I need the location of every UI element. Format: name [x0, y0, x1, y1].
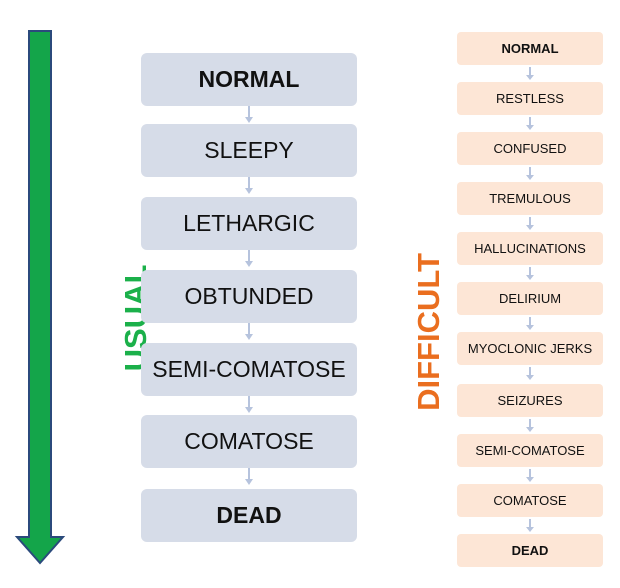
- usual-step-sleepy: SLEEPY: [141, 124, 357, 177]
- difficult-step-myoclonic-jerks: MYOCLONIC JERKS: [457, 332, 603, 365]
- difficult-step-seizures: SEIZURES: [457, 384, 603, 417]
- usual-step-lethargic: LETHARGIC: [141, 197, 357, 250]
- progression-arrow-icon: [14, 30, 66, 565]
- connector-arrow-icon: [526, 419, 534, 432]
- difficult-step-hallucinations: HALLUCINATIONS: [457, 232, 603, 265]
- difficult-label: DIFFICULT: [411, 253, 446, 411]
- difficult-step-dead: DEAD: [457, 534, 603, 567]
- connector-arrow-icon: [245, 396, 253, 413]
- connector-arrow-icon: [526, 469, 534, 482]
- connector-arrow-icon: [245, 250, 253, 267]
- difficult-step-comatose: COMATOSE: [457, 484, 603, 517]
- usual-step-comatose: COMATOSE: [141, 415, 357, 468]
- connector-arrow-icon: [526, 367, 534, 380]
- connector-arrow-icon: [526, 519, 534, 532]
- difficult-step-normal: NORMAL: [457, 32, 603, 65]
- connector-arrow-icon: [245, 177, 253, 194]
- connector-arrow-icon: [245, 323, 253, 340]
- difficult-step-restless: RESTLESS: [457, 82, 603, 115]
- connector-arrow-icon: [526, 317, 534, 330]
- difficult-step-confused: CONFUSED: [457, 132, 603, 165]
- connector-arrow-icon: [526, 267, 534, 280]
- connector-arrow-icon: [526, 167, 534, 180]
- difficult-step-delirium: DELIRIUM: [457, 282, 603, 315]
- usual-step-normal: NORMAL: [141, 53, 357, 106]
- connector-arrow-icon: [526, 217, 534, 230]
- connector-arrow-icon: [526, 67, 534, 80]
- difficult-step-semi-comatose: SEMI-COMATOSE: [457, 434, 603, 467]
- connector-arrow-icon: [245, 468, 253, 485]
- usual-step-semi-comatose: SEMI-COMATOSE: [141, 343, 357, 396]
- usual-step-dead: DEAD: [141, 489, 357, 542]
- difficult-step-tremulous: TREMULOUS: [457, 182, 603, 215]
- connector-arrow-icon: [526, 117, 534, 130]
- connector-arrow-icon: [245, 106, 253, 123]
- usual-step-obtunded: OBTUNDED: [141, 270, 357, 323]
